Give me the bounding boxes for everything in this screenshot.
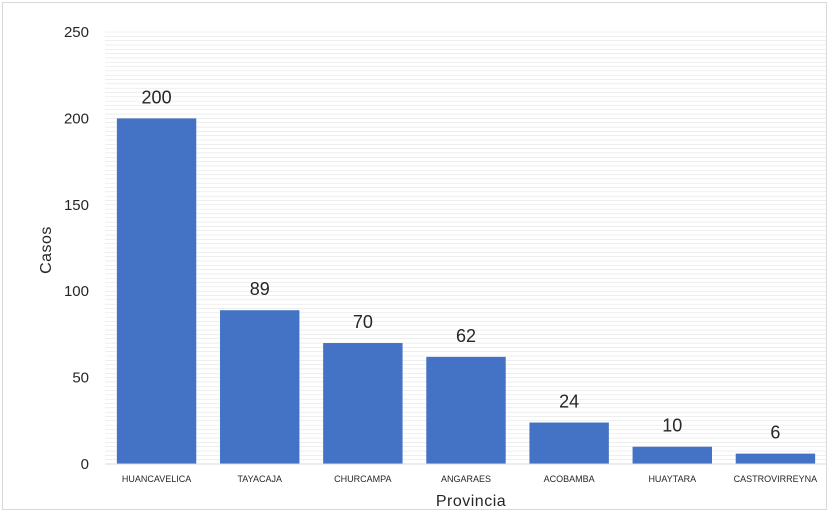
- x-tick-label: CHURCAMPA: [334, 474, 391, 484]
- data-label: 24: [559, 392, 579, 412]
- data-label: 70: [353, 312, 373, 332]
- data-label: 62: [456, 326, 476, 346]
- x-tick-label: CASTROVIRREYNA: [734, 474, 818, 484]
- x-tick-label: ACOBAMBA: [544, 474, 595, 484]
- y-axis-title: Casos: [38, 226, 55, 274]
- x-tick-label: HUAYTARA: [648, 474, 696, 484]
- bar-tayacaja: [220, 310, 300, 464]
- x-axis-categories: HUANCAVELICA TAYACAJA CHURCAMPA ANGARAES ACO…: [122, 474, 817, 484]
- data-labels: 200 89 70 62 24 10 6: [142, 87, 781, 442]
- y-axis-ticks: 0 50 100 150 200 250: [64, 24, 89, 473]
- x-axis-title: Provincia: [436, 493, 506, 510]
- y-tick-label: 50: [72, 370, 89, 387]
- data-label: 200: [142, 87, 172, 107]
- bar-huaytara: [632, 446, 712, 464]
- bar-huancavelica: [116, 118, 197, 465]
- y-tick-label: 200: [64, 110, 89, 127]
- bar-castrovirreyna: [735, 453, 816, 464]
- data-label: 89: [250, 279, 270, 299]
- bar-angaraes: [426, 356, 506, 464]
- bar-acobamba: [529, 422, 609, 464]
- y-tick-label: 150: [64, 197, 89, 214]
- x-tick-label: ANGARAES: [441, 474, 491, 484]
- x-tick-label: TAYACAJA: [237, 474, 282, 484]
- bars: [116, 118, 816, 465]
- y-tick-label: 0: [81, 456, 89, 473]
- bar-churcampa: [323, 343, 403, 464]
- x-tick-label: HUANCAVELICA: [122, 474, 191, 484]
- data-label: 6: [770, 423, 780, 443]
- y-tick-label: 250: [64, 24, 89, 41]
- data-label: 10: [662, 416, 682, 436]
- y-tick-label: 100: [64, 283, 89, 300]
